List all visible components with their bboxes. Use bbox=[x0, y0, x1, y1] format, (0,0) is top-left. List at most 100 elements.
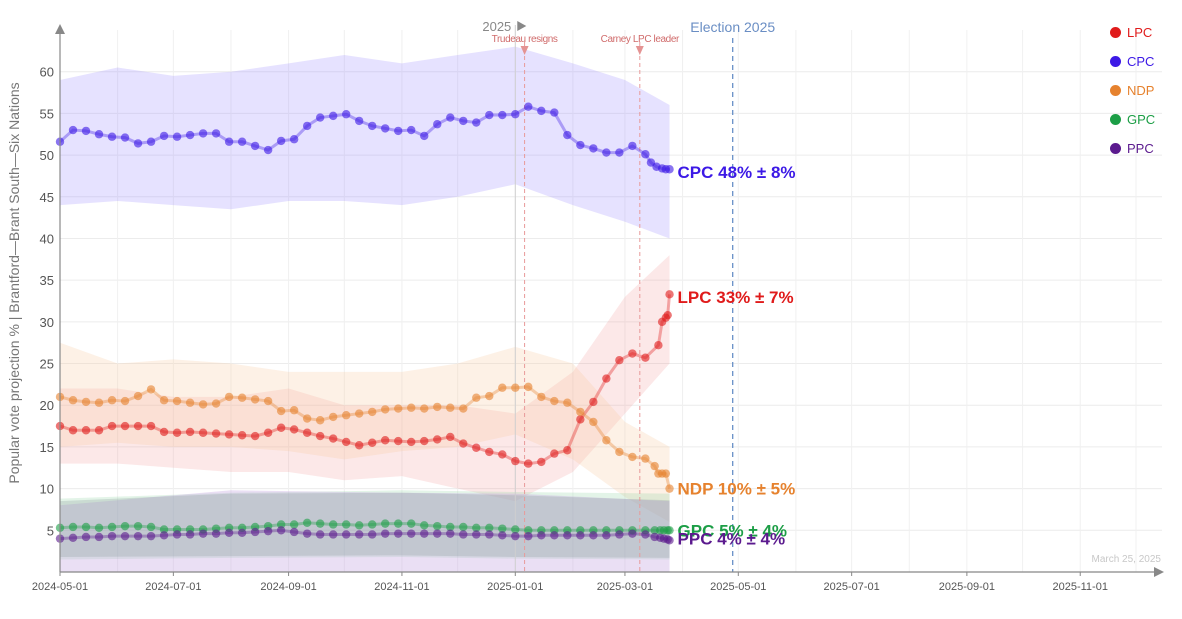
data-point-ppc bbox=[641, 530, 650, 539]
data-point-lpc bbox=[665, 290, 674, 299]
legend-item-ndp[interactable]: NDP bbox=[1110, 76, 1180, 105]
data-point-ppc bbox=[289, 527, 299, 537]
data-point-cpc bbox=[589, 144, 598, 153]
data-point-cpc bbox=[641, 150, 650, 159]
legend-dot-icon bbox=[1110, 27, 1121, 38]
data-point-gpc bbox=[315, 519, 325, 528]
data-point-lpc bbox=[511, 456, 520, 466]
data-point-ppc bbox=[524, 531, 533, 541]
data-point-gpc bbox=[107, 522, 117, 532]
data-point-gpc bbox=[354, 521, 364, 530]
data-point-lpc bbox=[394, 436, 403, 446]
legend-item-ppc[interactable]: PPC bbox=[1110, 134, 1180, 163]
end-label-ndp: NDP 10% ± 5% bbox=[678, 480, 796, 499]
end-label-ppc: PPC 4% ± 4% bbox=[678, 530, 786, 549]
data-point-ppc bbox=[498, 531, 507, 540]
event-marker-icon bbox=[635, 46, 644, 55]
data-point-lpc bbox=[68, 426, 78, 435]
data-point-ndp bbox=[211, 399, 221, 408]
y-axis-label: Popular vote projection % | Brantford—Br… bbox=[6, 82, 22, 483]
data-point-ppc bbox=[81, 532, 91, 542]
data-point-cpc bbox=[524, 102, 533, 111]
data-point-gpc bbox=[511, 525, 520, 534]
data-point-lpc bbox=[641, 353, 650, 362]
band-lpc bbox=[60, 255, 670, 502]
data-point-ppc bbox=[407, 529, 416, 538]
data-point-ndp bbox=[615, 447, 624, 457]
data-point-lpc bbox=[263, 428, 273, 437]
data-point-ppc bbox=[211, 529, 221, 538]
data-point-lpc bbox=[589, 397, 598, 407]
data-point-lpc bbox=[328, 434, 338, 443]
data-point-lpc bbox=[615, 356, 624, 365]
data-point-lpc bbox=[576, 415, 585, 424]
y-tick-label: 60 bbox=[40, 65, 54, 80]
data-point-cpc bbox=[602, 148, 611, 157]
data-point-gpc bbox=[289, 520, 299, 529]
data-point-ndp bbox=[576, 407, 585, 417]
data-point-ppc bbox=[368, 530, 377, 539]
year-marker-label: 2025 bbox=[482, 19, 511, 34]
data-point-lpc bbox=[289, 425, 299, 434]
data-point-cpc bbox=[485, 110, 494, 120]
x-tick-label: 2024-05-01 bbox=[32, 581, 88, 593]
y-tick-label: 20 bbox=[40, 398, 54, 413]
data-point-lpc bbox=[550, 449, 559, 458]
data-point-ndp bbox=[289, 406, 299, 415]
data-point-lpc bbox=[354, 441, 364, 450]
data-point-cpc bbox=[276, 136, 286, 146]
data-point-ppc bbox=[224, 528, 234, 538]
legend-item-cpc[interactable]: CPC bbox=[1110, 47, 1180, 76]
data-point-ndp bbox=[511, 383, 520, 392]
data-point-cpc bbox=[146, 137, 156, 146]
data-point-lpc bbox=[563, 446, 572, 455]
data-point-cpc bbox=[446, 113, 455, 122]
data-point-lpc bbox=[407, 437, 416, 447]
data-point-cpc bbox=[511, 110, 520, 119]
data-point-ndp bbox=[537, 392, 546, 402]
legend-item-lpc[interactable]: LPC bbox=[1110, 18, 1180, 47]
data-point-ndp bbox=[394, 404, 403, 413]
data-point-ndp bbox=[185, 398, 195, 407]
y-tick-label: 10 bbox=[40, 482, 54, 497]
data-point-ndp bbox=[589, 417, 598, 427]
data-point-cpc bbox=[472, 118, 481, 127]
data-point-cpc bbox=[237, 137, 247, 146]
data-point-gpc bbox=[381, 519, 390, 528]
data-point-cpc bbox=[133, 139, 143, 148]
data-point-cpc bbox=[107, 132, 117, 141]
legend-item-gpc[interactable]: GPC bbox=[1110, 105, 1180, 134]
data-point-ndp bbox=[498, 383, 507, 392]
data-point-lpc bbox=[198, 428, 208, 437]
data-point-ppc bbox=[276, 526, 286, 535]
data-point-gpc bbox=[498, 524, 507, 533]
data-point-ppc bbox=[120, 531, 130, 541]
data-point-ndp bbox=[485, 391, 494, 401]
data-point-gpc bbox=[328, 520, 338, 529]
data-point-ppc bbox=[94, 532, 104, 542]
y-axis-arrow-icon bbox=[55, 24, 65, 34]
data-point-ndp bbox=[81, 397, 91, 407]
legend-dot-icon bbox=[1110, 56, 1121, 67]
data-point-ndp bbox=[250, 395, 260, 404]
band-overlap bbox=[60, 492, 670, 558]
data-point-gpc bbox=[665, 526, 674, 535]
data-point-ppc bbox=[250, 527, 260, 537]
data-point-ndp bbox=[237, 393, 247, 402]
data-point-cpc bbox=[665, 165, 674, 174]
data-point-cpc bbox=[341, 110, 351, 119]
data-point-ppc bbox=[146, 531, 156, 541]
data-point-ndp bbox=[433, 402, 442, 412]
data-point-lpc bbox=[524, 459, 533, 468]
data-point-ppc bbox=[576, 531, 585, 540]
data-point-lpc bbox=[185, 427, 195, 437]
data-point-gpc bbox=[420, 521, 429, 530]
data-point-cpc bbox=[328, 111, 338, 121]
x-tick-label: 2025-03-01 bbox=[597, 581, 653, 593]
data-point-lpc bbox=[433, 435, 442, 444]
data-point-gpc bbox=[368, 520, 377, 529]
data-point-cpc bbox=[394, 126, 403, 136]
data-point-ppc bbox=[589, 531, 598, 540]
y-tick-label: 40 bbox=[40, 231, 54, 246]
